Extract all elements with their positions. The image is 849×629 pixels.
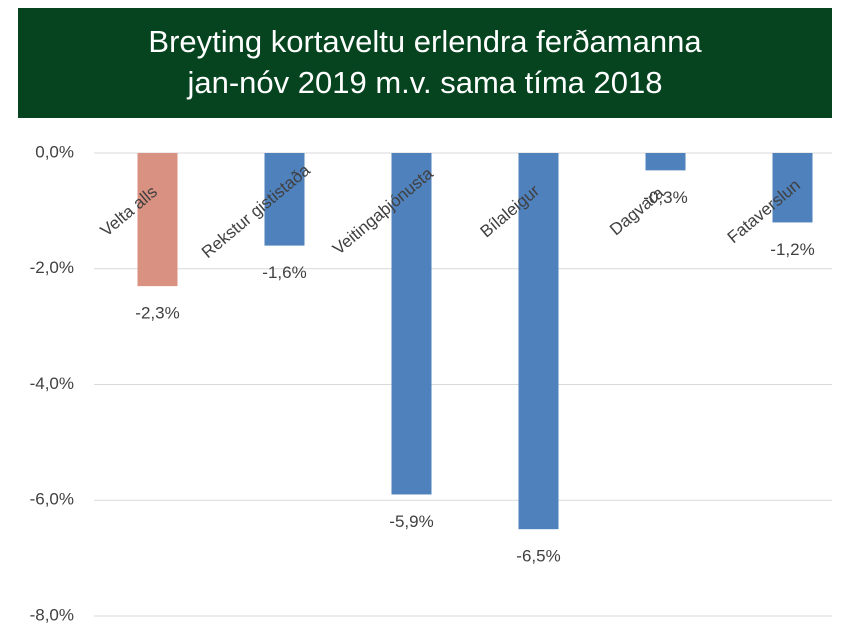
y-tick-label: 0,0% — [35, 142, 74, 161]
bar — [264, 153, 305, 246]
bar — [137, 153, 178, 287]
data-label: -1,2% — [770, 240, 814, 259]
data-label: -1,6% — [262, 263, 306, 282]
data-label: -2,3% — [135, 304, 179, 323]
bar — [645, 153, 686, 171]
bar — [518, 153, 559, 530]
data-label: -0,3% — [643, 188, 687, 207]
y-tick-label: -4,0% — [30, 374, 74, 393]
data-label: -6,5% — [516, 547, 560, 566]
bar — [391, 153, 432, 495]
bar — [772, 153, 813, 223]
data-label: -5,9% — [389, 512, 433, 531]
y-tick-label: -8,0% — [30, 605, 74, 624]
y-tick-label: -6,0% — [30, 490, 74, 509]
y-tick-label: -2,0% — [30, 258, 74, 277]
title-banner — [18, 8, 832, 118]
chart-title: Breyting kortaveltu erlendra ferðamanna — [148, 24, 702, 59]
chart-title: jan-nóv 2019 m.v. sama tíma 2018 — [186, 65, 662, 100]
